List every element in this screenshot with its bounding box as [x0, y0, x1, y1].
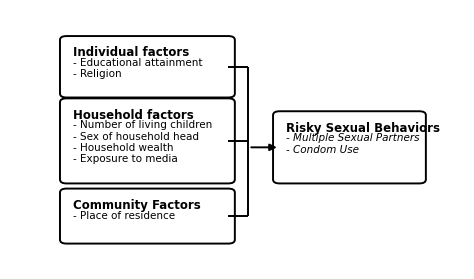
- Text: Household factors: Household factors: [73, 109, 194, 122]
- Text: - Religion: - Religion: [73, 69, 122, 79]
- Text: - Multiple Sexual Partners: - Multiple Sexual Partners: [286, 133, 420, 143]
- FancyBboxPatch shape: [60, 98, 235, 183]
- FancyBboxPatch shape: [60, 189, 235, 244]
- Text: Risky Sexual Behaviors: Risky Sexual Behaviors: [286, 122, 440, 134]
- Text: Community Factors: Community Factors: [73, 199, 201, 212]
- Text: - Household wealth: - Household wealth: [73, 143, 173, 153]
- FancyBboxPatch shape: [60, 36, 235, 97]
- Text: - Exposure to media: - Exposure to media: [73, 154, 178, 164]
- Text: - Educational attainment: - Educational attainment: [73, 58, 203, 68]
- Text: - Sex of household head: - Sex of household head: [73, 132, 199, 142]
- Text: Individual factors: Individual factors: [73, 46, 190, 59]
- Text: - Number of living children: - Number of living children: [73, 121, 212, 131]
- Text: - Condom Use: - Condom Use: [286, 145, 359, 155]
- FancyBboxPatch shape: [273, 111, 426, 183]
- Text: - Place of residence: - Place of residence: [73, 211, 175, 221]
